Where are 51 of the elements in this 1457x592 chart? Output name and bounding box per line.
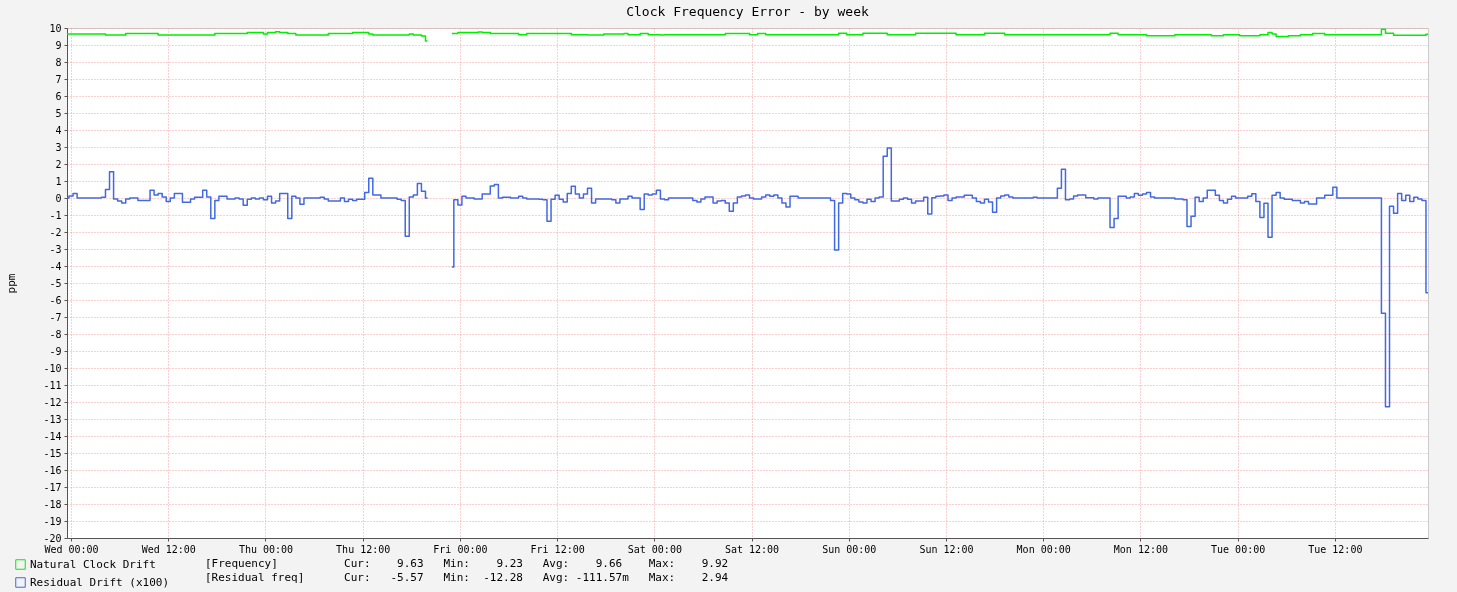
y-tick-label: 4 [55,124,62,136]
y-tick-label: 9 [55,39,62,51]
x-tick-label: Tue 12:00 [1308,543,1363,555]
y-tick-label: -7 [49,311,62,323]
y-tick-label: -13 [43,413,62,425]
y-tick-label: -12 [43,396,62,408]
y-tick-label: -17 [43,481,62,493]
y-tick-label: 3 [55,141,62,153]
y-tick-label: 6 [55,90,62,102]
y-tick-label: -8 [49,328,62,340]
y-tick-label: -3 [49,243,62,255]
x-tick-label: Wed 00:00 [44,543,99,555]
y-tick-label: -19 [43,515,62,527]
x-tick-label: Thu 12:00 [336,543,391,555]
text: [Frequency] Cur: 9.63 Min: 9.23 Avg: 9.66 Max: 9.92 [205,557,729,571]
y-tick-label: 8 [55,56,62,68]
y-tick-label: -16 [43,464,62,476]
y-axis-title: ppm [5,273,19,294]
y-tick-label: 5 [55,107,62,119]
text: [Residual freq] Cur: -5.57 Min: -12.28 Avg: -111.57m Max: 2.94 [205,571,729,585]
y-tick-label: -2 [49,226,62,238]
x-tick-label: Mon 00:00 [1016,543,1071,555]
y-tick-label: -1 [49,209,62,221]
y-tick-label: -5 [49,277,62,289]
y-tick-label: -6 [49,294,62,306]
y-tick-label: -14 [43,430,62,442]
x-tick-label: Sun 12:00 [919,543,974,555]
legend-label: Residual Drift (x100) [30,575,170,589]
y-tick-label: -10 [43,362,62,374]
y-tick-label: -18 [43,498,62,510]
y-tick-label: -9 [49,345,62,357]
x-tick-label: Thu 00:00 [238,543,294,555]
x-tick-label: Fri 12:00 [530,543,585,555]
y-tick-label: -11 [43,379,62,391]
x-tick-label: Sat 12:00 [724,543,780,555]
legend-label: Natural Clock Drift [30,557,156,571]
x-tick-label: Tue 00:00 [1211,543,1266,555]
x-tick-label: Wed 12:00 [141,543,196,555]
y-tick-label: -15 [43,447,62,459]
x-tick-label: Fri 00:00 [433,543,488,555]
x-tick-label: Sat 00:00 [627,543,682,555]
x-tick-label: Sun 00:00 [822,543,877,555]
x-tick-label: Mon 12:00 [1113,543,1168,555]
y-tick-label: 1 [55,175,62,187]
y-tick-label: 7 [55,73,62,85]
chart-title: Clock Frequency Error - by week [626,4,869,19]
y-tick-label: 10 [49,22,62,34]
y-tick-label: 2 [55,158,62,170]
y-tick-label: -20 [43,532,62,544]
y-tick-label: 0 [55,192,62,204]
y-tick-label: -4 [49,260,62,272]
